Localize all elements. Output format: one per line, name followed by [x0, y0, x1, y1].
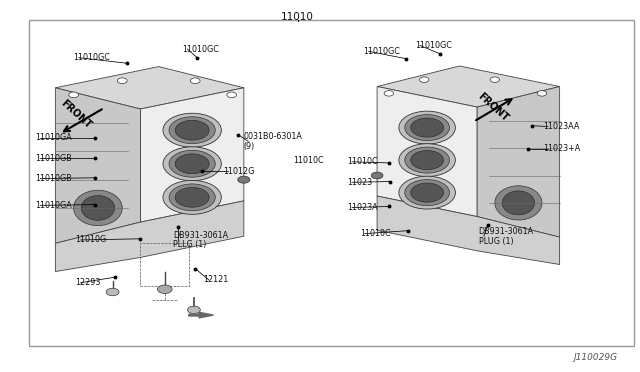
Circle shape: [188, 306, 200, 314]
Circle shape: [163, 180, 221, 214]
Text: 11023+A: 11023+A: [543, 144, 580, 153]
Text: 11010GC: 11010GC: [415, 41, 452, 50]
Circle shape: [399, 111, 456, 144]
Circle shape: [163, 147, 221, 181]
Text: 11010GB: 11010GB: [35, 154, 72, 163]
Text: 11010C: 11010C: [293, 156, 324, 165]
Text: 11010GC: 11010GC: [364, 47, 401, 56]
Circle shape: [169, 117, 215, 144]
Circle shape: [106, 288, 119, 296]
Ellipse shape: [81, 196, 115, 220]
Polygon shape: [56, 88, 141, 243]
Circle shape: [175, 154, 209, 174]
Text: DB931-3061A
PLLG (1): DB931-3061A PLLG (1): [173, 231, 228, 249]
Text: 11010C: 11010C: [347, 157, 378, 166]
Circle shape: [371, 172, 383, 179]
Circle shape: [227, 92, 237, 98]
Circle shape: [411, 151, 444, 170]
Circle shape: [157, 285, 172, 294]
Circle shape: [238, 176, 250, 183]
Circle shape: [411, 183, 444, 202]
Text: 11010GC: 11010GC: [74, 53, 111, 62]
Circle shape: [404, 115, 449, 141]
Text: 11023A: 11023A: [347, 203, 378, 212]
Text: FRONT: FRONT: [58, 98, 93, 130]
Polygon shape: [141, 88, 244, 222]
Text: 0031B0-6301A
(9): 0031B0-6301A (9): [243, 132, 302, 151]
Text: 12293: 12293: [76, 278, 101, 287]
Text: 11010G: 11010G: [76, 235, 107, 244]
Circle shape: [175, 120, 209, 140]
Ellipse shape: [502, 191, 534, 215]
FancyArrow shape: [189, 312, 214, 318]
Polygon shape: [377, 87, 477, 217]
Circle shape: [190, 78, 200, 84]
Text: 11012G: 11012G: [223, 167, 254, 176]
Circle shape: [399, 176, 456, 209]
Polygon shape: [377, 66, 559, 107]
Polygon shape: [477, 87, 559, 237]
Bar: [141, 243, 189, 286]
Text: 11023: 11023: [347, 178, 372, 187]
Text: 11023AA: 11023AA: [543, 122, 579, 131]
Text: 11010GC: 11010GC: [182, 45, 220, 54]
Circle shape: [117, 78, 127, 84]
Circle shape: [537, 91, 547, 96]
Circle shape: [419, 77, 429, 83]
Circle shape: [169, 150, 215, 177]
Polygon shape: [377, 196, 559, 264]
Circle shape: [169, 184, 215, 211]
Text: FRONT: FRONT: [476, 91, 510, 123]
Polygon shape: [56, 201, 244, 272]
Text: DB931-3061A
PLUG (1): DB931-3061A PLUG (1): [479, 227, 534, 246]
Circle shape: [404, 147, 449, 173]
Polygon shape: [56, 67, 244, 109]
Circle shape: [490, 77, 500, 83]
Circle shape: [163, 113, 221, 147]
Text: 11010GB: 11010GB: [35, 174, 72, 183]
Text: 11010GA: 11010GA: [35, 201, 72, 210]
Bar: [29, 20, 634, 346]
Circle shape: [175, 187, 209, 207]
Text: 12121: 12121: [204, 275, 228, 284]
Ellipse shape: [74, 190, 122, 225]
Text: 11010: 11010: [281, 12, 314, 22]
Text: 11010GA: 11010GA: [35, 133, 72, 142]
Circle shape: [399, 144, 456, 177]
Circle shape: [384, 91, 394, 96]
Circle shape: [68, 92, 79, 98]
Text: J110029G: J110029G: [573, 353, 618, 362]
Text: 11010C: 11010C: [360, 229, 390, 238]
Ellipse shape: [495, 186, 542, 220]
Circle shape: [404, 180, 449, 206]
Circle shape: [411, 118, 444, 137]
